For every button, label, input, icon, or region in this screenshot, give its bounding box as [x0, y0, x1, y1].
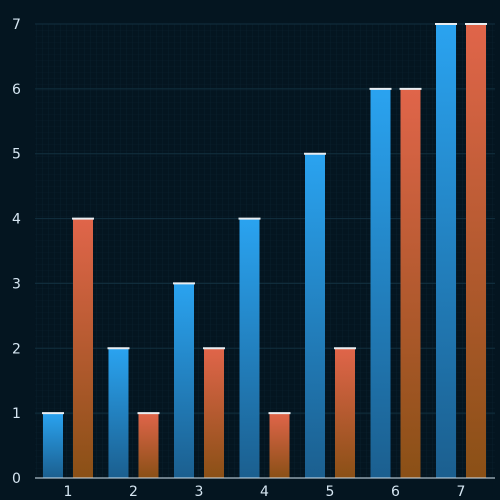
y-tick-label: 5	[12, 147, 21, 163]
bar-series-2-cat-3	[204, 348, 224, 478]
bar-series-2-cat-6	[400, 88, 421, 478]
y-tick-label: 3	[12, 276, 21, 292]
plot-background	[35, 24, 495, 478]
bar-series-1-cat-6	[370, 88, 391, 478]
y-tick-label: 7	[12, 17, 21, 33]
x-tick-label: 5	[326, 484, 335, 500]
y-tick-label: 4	[12, 212, 21, 228]
y-tick-label: 0	[12, 471, 21, 487]
bar-series-2-cat-7	[466, 24, 486, 478]
bar-series-2-cat-2	[138, 413, 159, 478]
x-tick-label: 4	[260, 484, 269, 500]
y-tick-label: 1	[12, 406, 21, 422]
bar-series-1-cat-3	[174, 283, 194, 478]
x-tick-label: 3	[195, 484, 204, 500]
x-axis-tick-labels: 1 2 3 4 5 6 7	[64, 484, 466, 500]
bar-series-2-cat-5	[335, 348, 355, 478]
bar-series-1-cat-5	[305, 153, 325, 478]
bar-series-1-cat-4	[239, 218, 260, 479]
y-axis-tick-labels: 0 1 2 3 4 5 6 7	[12, 17, 21, 487]
y-tick-label: 2	[12, 341, 21, 357]
bar-series-2-cat-4	[269, 413, 290, 478]
x-tick-label: 2	[129, 484, 138, 500]
x-tick-label: 7	[457, 484, 466, 500]
bar-series-1-cat-2	[108, 348, 129, 478]
bar-series-1-cat-7	[436, 24, 456, 478]
x-tick-label: 1	[64, 484, 73, 500]
bar-series-2-cat-1	[73, 218, 93, 479]
y-tick-label: 6	[12, 82, 21, 98]
x-tick-label: 6	[391, 484, 400, 500]
bars	[42, 23, 487, 479]
bar-series-1-cat-1	[43, 413, 63, 478]
